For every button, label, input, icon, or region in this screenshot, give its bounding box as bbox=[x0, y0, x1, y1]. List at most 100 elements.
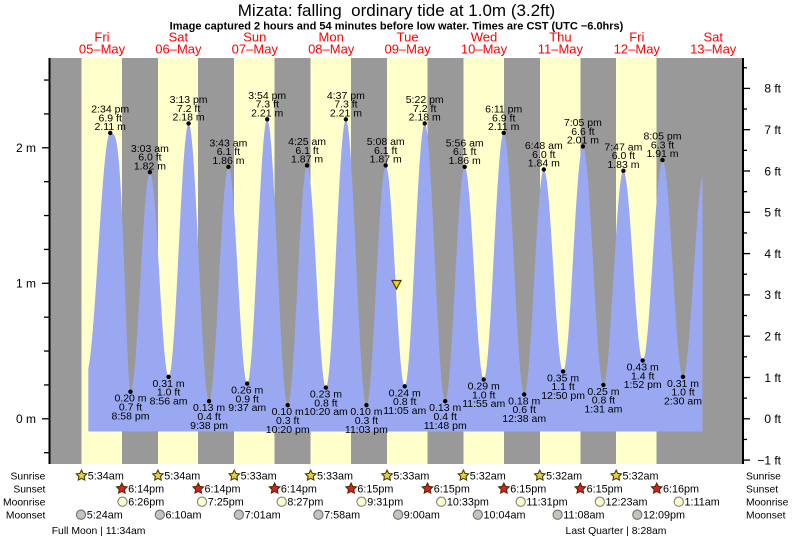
svg-text:0.10 m: 0.10 m bbox=[350, 406, 382, 418]
svg-text:5:33am: 5:33am bbox=[317, 470, 353, 482]
svg-text:1.82 m: 1.82 m bbox=[134, 160, 166, 172]
svg-text:Sunset: Sunset bbox=[13, 484, 45, 495]
svg-text:6:14pm: 6:14pm bbox=[205, 483, 241, 495]
svg-text:7.2 ft: 7.2 ft bbox=[177, 103, 200, 115]
svg-text:2.18 m: 2.18 m bbox=[173, 112, 205, 124]
svg-text:7:25pm: 7:25pm bbox=[208, 497, 244, 509]
svg-text:11:31pm: 11:31pm bbox=[526, 497, 567, 509]
svg-text:0.4 ft: 0.4 ft bbox=[434, 411, 457, 423]
svg-text:12:38 am: 12:38 am bbox=[502, 413, 546, 425]
svg-text:0.25 m: 0.25 m bbox=[587, 386, 619, 398]
svg-text:7:05 pm: 7:05 pm bbox=[564, 117, 602, 129]
svg-text:Mizata: falling ordinary tide: Mizata: falling ordinary tide at 1.0m (3… bbox=[238, 1, 555, 20]
svg-text:6:15pm: 6:15pm bbox=[434, 483, 470, 495]
svg-text:2:34 pm: 2:34 pm bbox=[91, 104, 129, 116]
svg-text:2 m: 2 m bbox=[16, 141, 36, 155]
svg-text:6:15pm: 6:15pm bbox=[587, 483, 623, 495]
svg-text:0 ft: 0 ft bbox=[764, 412, 781, 426]
svg-text:1.4 ft: 1.4 ft bbox=[631, 370, 654, 382]
svg-text:13–May: 13–May bbox=[690, 42, 737, 57]
svg-text:11–May: 11–May bbox=[538, 42, 584, 57]
svg-text:10:20 pm: 10:20 pm bbox=[266, 424, 310, 436]
svg-text:6.9 ft: 6.9 ft bbox=[492, 112, 515, 124]
svg-text:0.29 m: 0.29 m bbox=[468, 381, 500, 393]
svg-text:07–May: 07–May bbox=[232, 42, 279, 57]
svg-text:1.84 m: 1.84 m bbox=[528, 158, 560, 170]
svg-text:6:14pm: 6:14pm bbox=[128, 483, 164, 495]
svg-text:5 ft: 5 ft bbox=[764, 206, 781, 220]
svg-text:8 ft: 8 ft bbox=[764, 82, 781, 96]
svg-text:Fri: Fri bbox=[94, 30, 109, 45]
svg-text:Moonrise: Moonrise bbox=[746, 498, 789, 509]
svg-text:5:22 pm: 5:22 pm bbox=[406, 94, 444, 106]
svg-text:12–May: 12–May bbox=[614, 42, 661, 57]
svg-text:2:30 am: 2:30 am bbox=[664, 395, 702, 407]
svg-text:Thu: Thu bbox=[549, 30, 571, 45]
svg-text:0.31 m: 0.31 m bbox=[667, 378, 699, 390]
svg-text:1.91 m: 1.91 m bbox=[646, 148, 678, 160]
svg-text:0.8 ft: 0.8 ft bbox=[314, 397, 337, 409]
svg-text:4 ft: 4 ft bbox=[764, 247, 781, 261]
svg-text:1:52 pm: 1:52 pm bbox=[624, 379, 662, 391]
svg-text:9:38 pm: 9:38 pm bbox=[190, 420, 228, 432]
svg-text:0.13 m: 0.13 m bbox=[429, 402, 461, 414]
svg-text:06–May: 06–May bbox=[155, 42, 202, 57]
svg-text:1 ft: 1 ft bbox=[764, 371, 781, 385]
svg-text:12:50 pm: 12:50 pm bbox=[541, 390, 585, 402]
svg-text:12:09pm: 12:09pm bbox=[643, 510, 685, 522]
svg-text:0.13 m: 0.13 m bbox=[193, 402, 225, 414]
svg-text:0.26 m: 0.26 m bbox=[231, 385, 263, 397]
svg-text:0.8 ft: 0.8 ft bbox=[592, 395, 615, 407]
svg-text:1.86 m: 1.86 m bbox=[449, 155, 481, 167]
svg-text:11:03 pm: 11:03 pm bbox=[345, 424, 388, 436]
svg-text:6.9 ft: 6.9 ft bbox=[99, 112, 122, 124]
svg-text:0.18 m: 0.18 m bbox=[508, 395, 540, 407]
svg-text:6.0 ft: 6.0 ft bbox=[532, 149, 555, 161]
svg-text:Moonset: Moonset bbox=[746, 511, 786, 522]
svg-text:6 ft: 6 ft bbox=[764, 164, 781, 178]
svg-text:11:55 am: 11:55 am bbox=[462, 398, 505, 410]
svg-text:Last Quarter | 8:28am: Last Quarter | 8:28am bbox=[566, 526, 667, 537]
svg-text:Sunrise: Sunrise bbox=[10, 471, 45, 482]
svg-text:1.86 m: 1.86 m bbox=[212, 155, 244, 167]
svg-text:9:00am: 9:00am bbox=[404, 510, 440, 522]
svg-text:2.11 m: 2.11 m bbox=[95, 121, 127, 133]
svg-text:3 ft: 3 ft bbox=[764, 288, 781, 302]
svg-text:0.3 ft: 0.3 ft bbox=[355, 415, 378, 427]
svg-text:Sat: Sat bbox=[703, 30, 723, 45]
svg-text:05–May: 05–May bbox=[79, 42, 126, 57]
svg-text:10:04am: 10:04am bbox=[484, 510, 526, 522]
svg-text:8:05 pm: 8:05 pm bbox=[644, 131, 682, 143]
svg-text:0.4 ft: 0.4 ft bbox=[197, 411, 220, 423]
svg-text:1.83 m: 1.83 m bbox=[607, 159, 639, 171]
svg-text:7:47 am: 7:47 am bbox=[604, 141, 642, 153]
svg-text:0.35 m: 0.35 m bbox=[547, 372, 579, 384]
svg-text:5:33am: 5:33am bbox=[393, 470, 429, 482]
svg-text:Full Moon | 11:34am: Full Moon | 11:34am bbox=[52, 526, 146, 537]
svg-text:5:24am: 5:24am bbox=[87, 510, 123, 522]
svg-text:6.1 ft: 6.1 ft bbox=[295, 145, 318, 157]
svg-text:1.1 ft: 1.1 ft bbox=[551, 381, 574, 393]
svg-text:6:26pm: 6:26pm bbox=[128, 497, 164, 509]
svg-text:1 m: 1 m bbox=[16, 277, 36, 291]
svg-text:2.18 m: 2.18 m bbox=[409, 112, 441, 124]
svg-text:6:14pm: 6:14pm bbox=[281, 483, 317, 495]
svg-text:0.8 ft: 0.8 ft bbox=[393, 396, 416, 408]
svg-text:1.87 m: 1.87 m bbox=[291, 154, 323, 166]
svg-text:0.6 ft: 0.6 ft bbox=[513, 404, 536, 416]
svg-text:1:11am: 1:11am bbox=[685, 497, 720, 509]
svg-text:Sunset: Sunset bbox=[746, 484, 778, 495]
svg-text:2.01 m: 2.01 m bbox=[567, 135, 599, 147]
svg-text:1.87 m: 1.87 m bbox=[370, 154, 402, 166]
svg-text:5:34am: 5:34am bbox=[88, 470, 124, 482]
svg-text:2 ft: 2 ft bbox=[764, 330, 781, 344]
svg-text:5:33am: 5:33am bbox=[241, 470, 277, 482]
svg-text:0.20 m: 0.20 m bbox=[114, 393, 146, 405]
svg-text:6:10am: 6:10am bbox=[166, 510, 202, 522]
svg-text:7 ft: 7 ft bbox=[764, 123, 781, 137]
svg-text:0.24 m: 0.24 m bbox=[389, 387, 421, 399]
svg-text:3:54 pm: 3:54 pm bbox=[248, 90, 286, 102]
svg-text:5:32am: 5:32am bbox=[623, 470, 659, 482]
svg-text:6.1 ft: 6.1 ft bbox=[453, 146, 476, 158]
svg-text:Tue: Tue bbox=[397, 30, 419, 45]
